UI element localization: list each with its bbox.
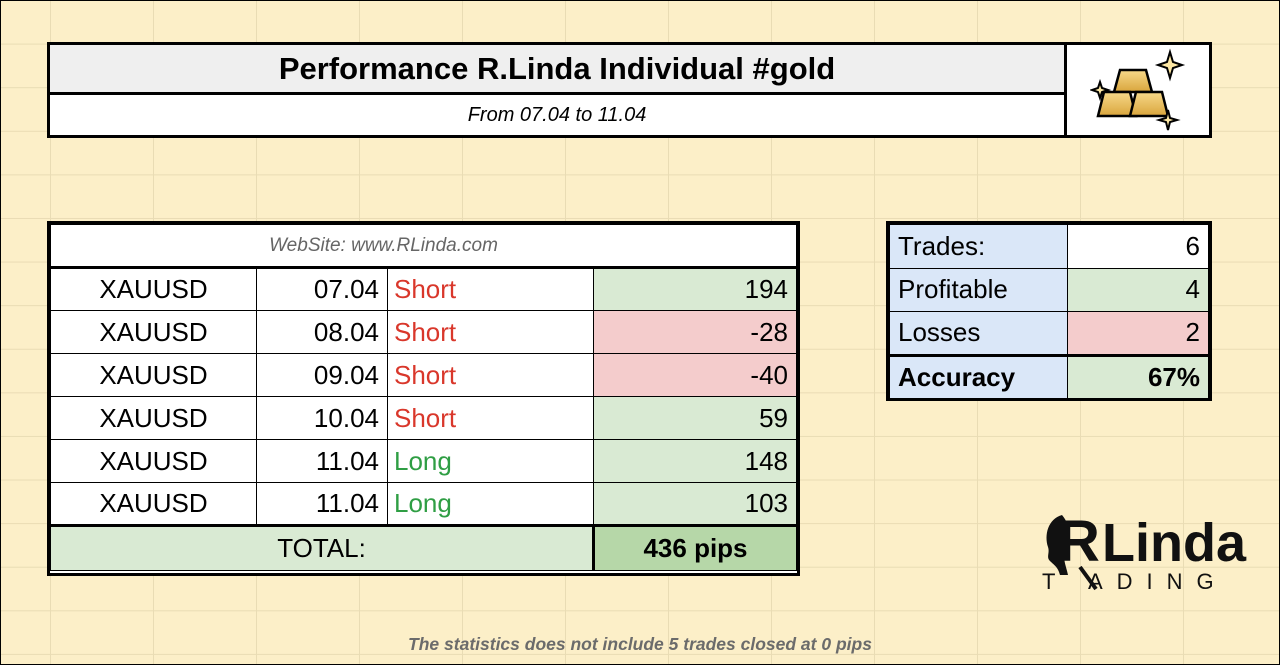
svg-text:R: R bbox=[1058, 509, 1100, 574]
date-cell: 08.04 bbox=[256, 310, 388, 354]
pair-cell: XAUUSD bbox=[50, 439, 257, 483]
summary-row: Trades: 6 bbox=[889, 224, 1210, 269]
direction-cell: Short bbox=[387, 267, 594, 311]
pair-cell: XAUUSD bbox=[50, 482, 257, 526]
report-title: Performance R.Linda Individual #gold bbox=[50, 45, 1067, 95]
pips-cell: 148 bbox=[593, 439, 797, 483]
total-row: TOTAL: 436 pips bbox=[50, 524, 797, 571]
direction-cell: Short bbox=[387, 396, 594, 440]
total-value: 436 pips bbox=[592, 524, 797, 571]
direction-cell: Long bbox=[387, 482, 594, 526]
date-cell: 11.04 bbox=[256, 482, 388, 526]
trades-label: Trades: bbox=[889, 224, 1068, 269]
rlinda-trading-logo: R Linda T ADING bbox=[1040, 505, 1255, 597]
svg-text:Linda: Linda bbox=[1102, 513, 1247, 573]
date-cell: 07.04 bbox=[256, 267, 388, 311]
pair-cell: XAUUSD bbox=[50, 353, 257, 397]
accuracy-label: Accuracy bbox=[889, 353, 1068, 399]
pips-cell: 194 bbox=[593, 267, 797, 311]
summary-row: Accuracy 67% bbox=[889, 353, 1210, 399]
table-row: XAUUSD 08.04 Short -28 bbox=[50, 310, 797, 354]
pips-cell: -28 bbox=[593, 310, 797, 354]
report-header: Performance R.Linda Individual #gold Fro… bbox=[47, 42, 1212, 138]
summary-table: Trades: 6 Profitable 4 Losses 2 Accuracy… bbox=[886, 221, 1212, 401]
profitable-label: Profitable bbox=[889, 267, 1068, 312]
accuracy-value: 67% bbox=[1066, 353, 1210, 399]
summary-row: Profitable 4 bbox=[889, 267, 1210, 312]
pair-cell: XAUUSD bbox=[50, 310, 257, 354]
trades-value: 6 bbox=[1066, 224, 1210, 269]
footer-note: The statistics does not include 5 trades… bbox=[408, 634, 872, 654]
losses-label: Losses bbox=[889, 311, 1068, 356]
losses-value: 2 bbox=[1066, 311, 1210, 356]
table-row: XAUUSD 10.04 Short 59 bbox=[50, 396, 797, 440]
pair-cell: XAUUSD bbox=[50, 267, 257, 311]
table-row: XAUUSD 11.04 Long 148 bbox=[50, 439, 797, 483]
date-cell: 10.04 bbox=[256, 396, 388, 440]
date-cell: 11.04 bbox=[256, 439, 388, 483]
total-label: TOTAL: bbox=[50, 524, 594, 571]
table-row: XAUUSD 11.04 Long 103 bbox=[50, 482, 797, 526]
date-cell: 09.04 bbox=[256, 353, 388, 397]
direction-cell: Long bbox=[387, 439, 594, 483]
direction-cell: Short bbox=[387, 353, 594, 397]
gold-bars-icon bbox=[1067, 45, 1209, 135]
trades-table: WebSite: www.RLinda.com XAUUSD 07.04 Sho… bbox=[47, 221, 800, 576]
table-row: XAUUSD 09.04 Short -40 bbox=[50, 353, 797, 397]
date-range: From 07.04 to 11.04 bbox=[50, 95, 1067, 135]
profitable-value: 4 bbox=[1066, 267, 1210, 312]
pips-cell: 59 bbox=[593, 396, 797, 440]
summary-row: Losses 2 bbox=[889, 311, 1210, 356]
pair-cell: XAUUSD bbox=[50, 396, 257, 440]
table-row: XAUUSD 07.04 Short 194 bbox=[50, 267, 797, 311]
pips-cell: 103 bbox=[593, 482, 797, 526]
pips-cell: -40 bbox=[593, 353, 797, 397]
direction-cell: Short bbox=[387, 310, 594, 354]
svg-text:T ADING: T ADING bbox=[1042, 569, 1228, 594]
website-label: WebSite: www.RLinda.com bbox=[50, 224, 797, 269]
